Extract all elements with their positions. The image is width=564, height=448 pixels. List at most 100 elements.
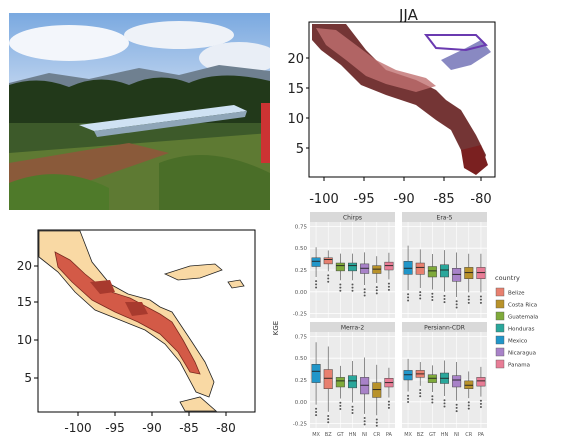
y-tick: 5 [296,142,304,157]
y-tick: 20 [287,52,304,67]
legend-swatch [495,335,505,345]
legend-swatch [495,299,505,309]
x-tick: -95 [105,421,125,435]
outlier-point [419,392,422,395]
legend-label: Costa Rica [508,303,537,309]
facet-strip [310,212,395,222]
legend-swatch [495,323,505,333]
outlier-point [351,408,354,411]
y-tick: 15 [287,82,304,97]
y-tick: 0.50 [295,356,308,362]
facet-strip [310,322,395,332]
outlier-point [315,283,318,286]
outlier-point [419,291,422,294]
x-tick: -100 [64,421,91,435]
outlier-point [327,274,330,277]
outlier-point [455,403,458,406]
y-tick: 10 [287,112,304,127]
outlier-point [363,288,366,291]
x-tick: -85 [179,421,199,435]
legend-swatch [495,347,505,357]
outlier-point [431,398,434,401]
outlier-point [387,288,390,291]
facet-label: Persiann-CDR [424,325,465,332]
outlier-point [339,289,342,292]
outlier-point [419,294,422,297]
facet-label: Merra-2 [341,325,365,332]
outlier-point [455,300,458,303]
outlier-point [375,286,378,289]
outlier-point [407,299,410,302]
outlier-point [363,420,366,423]
y-tick: 0.00 [295,400,308,406]
x-tick: NI [454,432,459,438]
legend-label: Belize [508,291,525,297]
outlier-point [467,404,470,407]
outlier-point [407,293,410,296]
x-tick: HN [349,432,357,438]
x-tick: NI [362,432,367,438]
y-tick: 0.25 [295,378,308,384]
x-tick: -90 [393,192,414,207]
legend-label: Honduras [508,327,535,333]
outlier-point [407,296,410,299]
outlier-point [479,301,482,304]
outlier-point [339,286,342,289]
outlier-point [375,421,378,424]
map-title: JJA [398,6,419,24]
outlier-point [351,411,354,414]
outlier-point [443,297,446,300]
outlier-point [375,289,378,292]
y-tick: 15 [17,295,32,309]
jja-map: JJA 20 15 10 5 -100 -95 -90 -85 -80 [276,0,564,215]
outlier-point [431,401,434,404]
outlier-point [407,397,410,400]
box [348,262,357,272]
legend-swatch [495,311,505,321]
heat-region-south [461,145,488,175]
cuba [163,263,223,281]
outlier-point [351,289,354,292]
legend-label: Guatemala [508,315,538,321]
coast-outline [423,34,488,52]
y-tick: 0.75 [295,334,308,340]
study-subregion [90,280,115,294]
y-tick: -0.25 [293,312,308,318]
outlier-point [467,301,470,304]
y-tick: 5 [24,371,32,385]
legend-swatch [495,287,505,297]
y-tick: 20 [17,259,32,273]
legend-title: country [495,274,520,282]
x-tick: MX [404,432,412,438]
x-tick: -85 [433,192,454,207]
outlier-point [479,295,482,298]
legend-swatch [495,359,505,369]
y-tick: 0.75 [295,224,308,230]
hispaniola [227,279,245,289]
outlier-point [315,286,318,289]
box [427,266,437,278]
outlier-point [443,399,446,402]
outlier-point [407,394,410,397]
outlier-point [419,297,422,300]
kge-boxplots: KGE Chirps 0.75 0.50 0.25 0.00 -0.25 Era-5 Merra… [270,210,564,444]
outlier-point [351,286,354,289]
outlier-point [339,407,342,410]
outlier-point [419,395,422,398]
outlier-point [315,414,318,417]
facet-label: Era-5 [437,215,453,222]
box [311,364,321,383]
outlier-point [443,405,446,408]
outlier-point [375,424,378,427]
outlier-point [455,410,458,413]
south-america [179,396,218,412]
outlier-point [479,298,482,301]
outlier-point [315,410,318,413]
outlier-point [443,294,446,297]
x-tick: -80 [216,421,236,435]
box [440,264,449,278]
outlier-point [339,401,342,404]
outlier-point [455,303,458,306]
y-tick: 10 [17,333,32,347]
x-tick: MX [312,432,320,438]
